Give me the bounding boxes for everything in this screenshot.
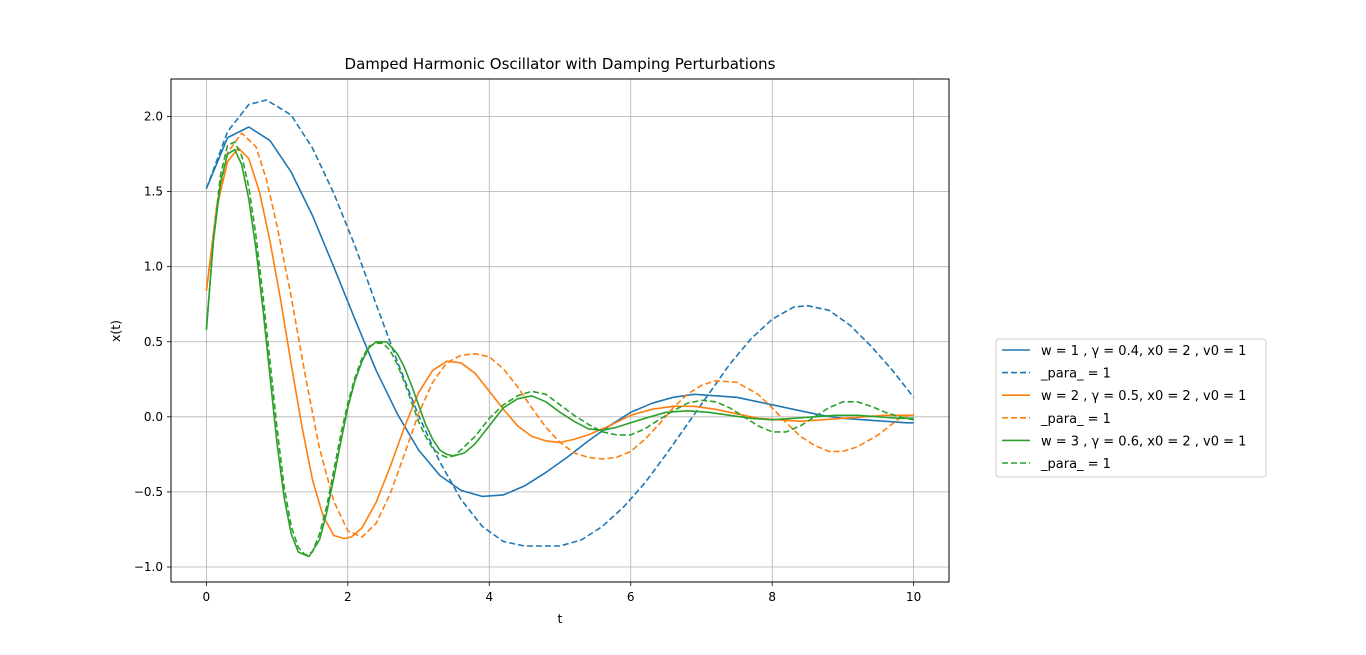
legend: w = 1 , γ = 0.4, x0 = 2 , v0 = 1 _para_ =… bbox=[995, 338, 1267, 478]
x-tick-label: 6 bbox=[627, 590, 635, 604]
chart-title: Damped Harmonic Oscillator with Damping … bbox=[345, 55, 776, 73]
y-tick-label: −1.0 bbox=[134, 560, 163, 574]
legend-entry-5: _para_ = 1 bbox=[1040, 457, 1111, 472]
legend-entry-4: w = 3 , γ = 0.6, x0 = 2 , v0 = 1 bbox=[1041, 434, 1246, 449]
plot-frame bbox=[170, 78, 950, 583]
x-tick-label: 0 bbox=[203, 590, 211, 604]
x-tick-label: 8 bbox=[768, 590, 776, 604]
legend-box bbox=[995, 338, 1267, 478]
legend-entry-2: w = 2 , γ = 0.5, x0 = 2 , v0 = 1 bbox=[1041, 389, 1246, 404]
y-tick-label: 2.0 bbox=[144, 110, 163, 124]
series-line-1 bbox=[205, 99, 915, 547]
legend-entry-1: _para_ = 1 bbox=[1040, 367, 1111, 382]
series-line-0 bbox=[205, 126, 914, 498]
legend-entry-0: w = 1 , γ = 0.4, x0 = 2 , v0 = 1 bbox=[1041, 344, 1246, 359]
series-line-2 bbox=[205, 147, 914, 540]
x-tick-label: 2 bbox=[344, 590, 352, 604]
legend-entry-3: _para_ = 1 bbox=[1040, 412, 1111, 427]
series-line-4 bbox=[205, 148, 914, 558]
y-tick-label: 0.5 bbox=[144, 335, 163, 349]
y-tick-label: 0.0 bbox=[144, 410, 163, 424]
series-layer bbox=[205, 99, 915, 558]
axis-ticks: 0 2 4 6 8 10 −1.0 −0.5 0.0 0.5 1.0 1.5 2.0 bbox=[134, 110, 921, 604]
x-axis-label: t bbox=[558, 611, 563, 626]
series-line-3 bbox=[205, 132, 914, 538]
y-axis-label: x(t) bbox=[108, 320, 123, 342]
y-tick-label: 1.0 bbox=[144, 260, 163, 274]
x-tick-label: 4 bbox=[485, 590, 493, 604]
series-line-5 bbox=[205, 141, 914, 556]
y-tick-label: −0.5 bbox=[134, 485, 163, 499]
y-tick-label: 1.5 bbox=[144, 185, 163, 199]
x-tick-label: 10 bbox=[906, 590, 921, 604]
